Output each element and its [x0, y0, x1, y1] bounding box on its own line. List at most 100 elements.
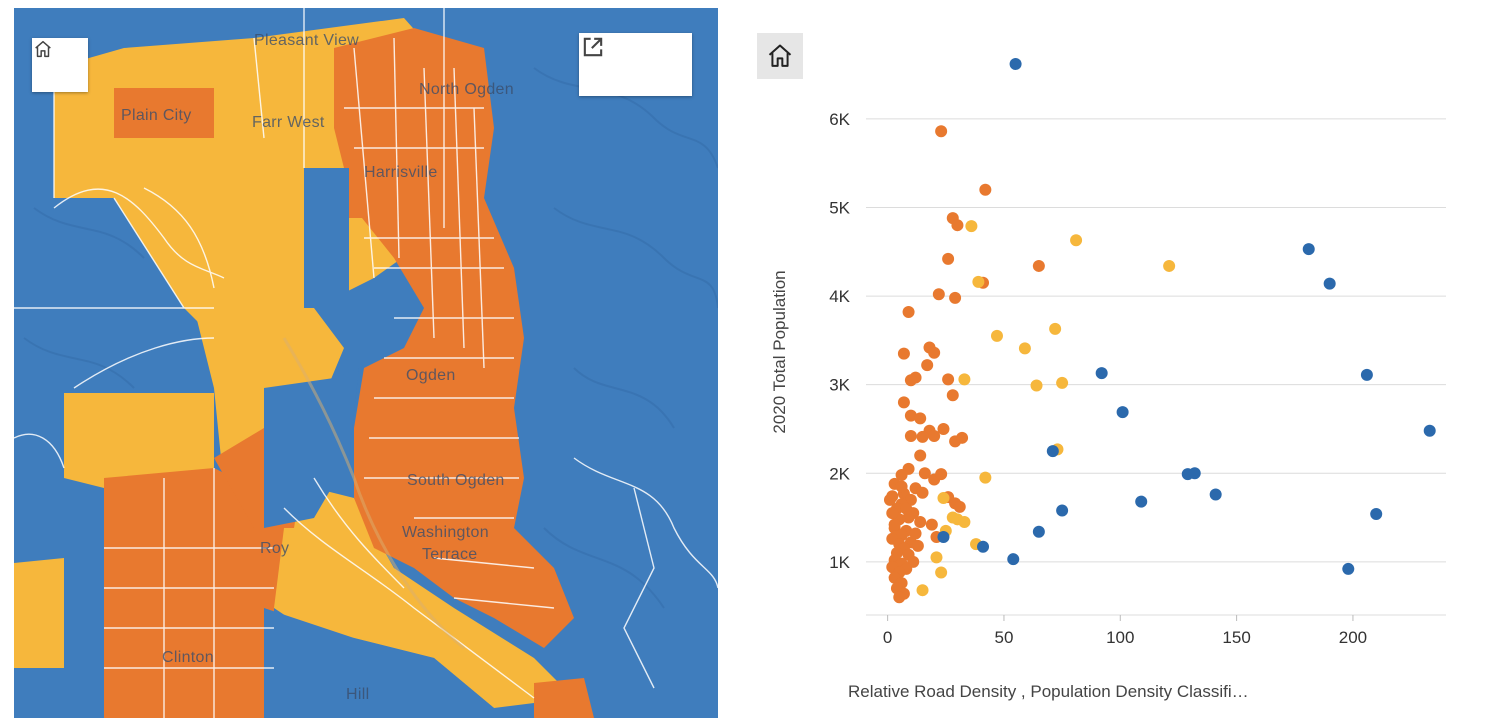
data-point[interactable]: [900, 502, 913, 515]
data-point[interactable]: [1342, 562, 1355, 575]
boundary-lines: [14, 8, 718, 718]
y-axis-title: 2020 Total Population: [770, 270, 789, 434]
open-external-icon: [583, 37, 603, 57]
data-point[interactable]: [937, 422, 950, 435]
data-point[interactable]: [1032, 259, 1045, 272]
y-tick-label: 6K: [829, 110, 850, 129]
map-label-south-ogden: South Ogden: [407, 472, 505, 489]
data-point[interactable]: [1135, 495, 1148, 508]
data-point[interactable]: [1056, 376, 1069, 389]
data-point[interactable]: [1009, 57, 1022, 70]
data-point[interactable]: [935, 125, 948, 138]
data-point[interactable]: [914, 412, 927, 425]
data-point[interactable]: [886, 507, 899, 520]
data-point[interactable]: [1323, 277, 1336, 290]
data-point[interactable]: [937, 531, 950, 544]
data-point[interactable]: [1095, 367, 1108, 380]
data-point[interactable]: [958, 515, 971, 528]
x-tick-label: 50: [994, 628, 1013, 647]
x-tick-label: 200: [1339, 628, 1367, 647]
y-tick-label: 1K: [829, 553, 850, 572]
data-point[interactable]: [916, 430, 929, 443]
map-label-washington: Washington: [402, 524, 489, 541]
choropleth-map[interactable]: Pleasant View North Ogden Plain City Far…: [14, 8, 718, 718]
data-point[interactable]: [1018, 342, 1031, 355]
data-point[interactable]: [914, 515, 927, 528]
data-point[interactable]: [977, 540, 990, 553]
data-point[interactable]: [935, 566, 948, 579]
data-point[interactable]: [953, 500, 966, 513]
data-point[interactable]: [921, 359, 934, 372]
map-home-button[interactable]: [32, 38, 88, 92]
data-point[interactable]: [1116, 406, 1129, 419]
data-point[interactable]: [935, 468, 948, 481]
data-point[interactable]: [1056, 504, 1069, 517]
data-point[interactable]: [1046, 445, 1059, 458]
data-point[interactable]: [956, 431, 969, 444]
data-point[interactable]: [979, 183, 992, 196]
data-point[interactable]: [895, 469, 908, 482]
data-point[interactable]: [958, 373, 971, 386]
map-label-terrace: Terrace: [422, 546, 478, 563]
data-point[interactable]: [928, 346, 941, 359]
data-point[interactable]: [942, 373, 955, 386]
data-point[interactable]: [911, 539, 924, 552]
data-point[interactable]: [904, 409, 917, 422]
data-point[interactable]: [893, 591, 906, 604]
y-tick-label: 5K: [829, 198, 850, 217]
data-point[interactable]: [1070, 234, 1083, 247]
data-point[interactable]: [1007, 553, 1020, 566]
data-point[interactable]: [904, 493, 917, 506]
y-axis-ticks: 1K 2K 3K 4K 5K 6K: [829, 110, 850, 572]
data-point[interactable]: [925, 518, 938, 531]
map-label-clinton: Clinton: [162, 649, 214, 666]
data-point[interactable]: [930, 551, 943, 564]
data-point[interactable]: [1360, 368, 1373, 381]
data-point[interactable]: [916, 584, 929, 597]
data-point[interactable]: [909, 527, 922, 540]
data-point[interactable]: [914, 449, 927, 462]
data-point[interactable]: [1209, 488, 1222, 501]
chart-home-button[interactable]: [757, 33, 803, 79]
data-point[interactable]: [918, 467, 931, 480]
data-point[interactable]: [1032, 525, 1045, 538]
data-point[interactable]: [979, 471, 992, 484]
data-point[interactable]: [965, 220, 978, 233]
gridlines: [866, 118, 1446, 616]
data-point[interactable]: [897, 347, 910, 360]
map-label-farr-west: Farr West: [252, 114, 325, 131]
data-point[interactable]: [1163, 259, 1176, 272]
data-point[interactable]: [1302, 243, 1315, 256]
data-point[interactable]: [937, 492, 950, 505]
data-point[interactable]: [1188, 467, 1201, 480]
map-label-ogden: Ogden: [406, 367, 456, 384]
data-point[interactable]: [888, 518, 901, 531]
x-tick-label: 0: [883, 628, 892, 647]
data-point[interactable]: [902, 306, 915, 319]
y-tick-label: 2K: [829, 464, 850, 483]
data-point[interactable]: [972, 275, 985, 288]
data-point[interactable]: [942, 252, 955, 265]
data-point[interactable]: [916, 486, 929, 499]
data-points: [883, 57, 1436, 604]
data-point[interactable]: [949, 291, 962, 304]
data-point[interactable]: [946, 511, 959, 524]
map-label-roy: Roy: [260, 540, 290, 557]
scatter-chart[interactable]: 1K 2K 3K 4K 5K 6K 0 50 100 150 200: [740, 0, 1487, 726]
data-point[interactable]: [932, 288, 945, 301]
data-point[interactable]: [904, 374, 917, 387]
data-point[interactable]: [1423, 424, 1436, 437]
data-point[interactable]: [897, 396, 910, 409]
data-point[interactable]: [895, 480, 908, 493]
map-label-pleasant-view: Pleasant View: [254, 32, 360, 49]
data-point[interactable]: [883, 493, 896, 506]
data-point[interactable]: [1370, 508, 1383, 521]
map-open-external-button[interactable]: [579, 33, 692, 96]
data-point[interactable]: [1030, 379, 1043, 392]
data-point[interactable]: [1049, 322, 1062, 335]
data-point[interactable]: [928, 430, 941, 443]
data-point[interactable]: [904, 430, 917, 443]
data-point[interactable]: [951, 219, 964, 232]
data-point[interactable]: [946, 389, 959, 402]
data-point[interactable]: [990, 329, 1003, 342]
